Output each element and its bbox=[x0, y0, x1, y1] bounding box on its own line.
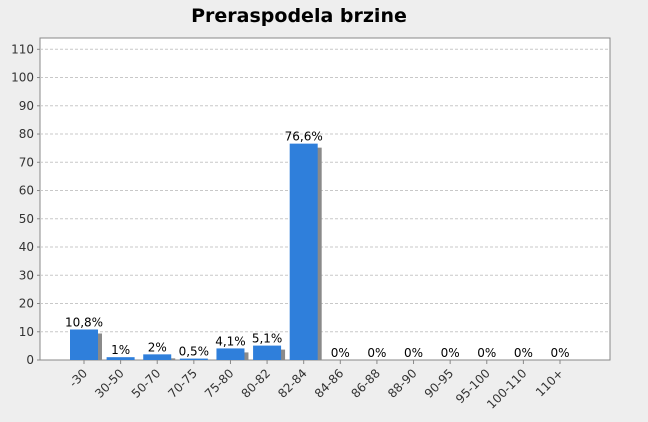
x-tick-label: 110+ bbox=[533, 366, 566, 399]
value-label: 0% bbox=[367, 346, 386, 360]
bar bbox=[143, 354, 172, 360]
x-tick-label: 100-110 bbox=[484, 366, 529, 411]
y-tick-label: 30 bbox=[19, 268, 34, 282]
y-tick-label: 100 bbox=[11, 71, 34, 85]
x-tick-label: 75-80 bbox=[202, 366, 237, 401]
value-label: 0,5% bbox=[179, 345, 210, 359]
x-tick-label: 70-75 bbox=[165, 366, 200, 401]
bar bbox=[216, 348, 245, 360]
value-label: 4,1% bbox=[215, 334, 246, 348]
y-tick-label: 20 bbox=[19, 297, 34, 311]
value-label: 76,6% bbox=[285, 130, 323, 144]
bar bbox=[179, 358, 208, 360]
value-label: 0% bbox=[550, 346, 569, 360]
x-tick-label: 88-90 bbox=[385, 366, 420, 401]
y-tick-label: 40 bbox=[19, 240, 34, 254]
y-tick-label: 60 bbox=[19, 184, 34, 198]
x-tick-label: -30 bbox=[66, 366, 90, 390]
value-label: 0% bbox=[404, 346, 423, 360]
bar bbox=[106, 357, 135, 360]
x-tick-label: 80-82 bbox=[239, 366, 274, 401]
y-tick-label: 10 bbox=[19, 325, 34, 339]
value-label: 10,8% bbox=[65, 315, 103, 329]
bar bbox=[70, 329, 98, 360]
plot-area bbox=[39, 37, 611, 361]
x-tick-label: 82-84 bbox=[275, 366, 310, 401]
value-label: 0% bbox=[477, 346, 496, 360]
value-label: 1% bbox=[111, 343, 130, 357]
value-label: 5,1% bbox=[252, 332, 283, 346]
value-label: 0% bbox=[514, 346, 533, 360]
value-label: 0% bbox=[331, 346, 350, 360]
chart-title: Preraspodela brzine bbox=[191, 5, 407, 27]
x-tick-label: 50-70 bbox=[129, 366, 164, 401]
y-tick-label: 50 bbox=[19, 212, 34, 226]
y-tick-label: 90 bbox=[19, 99, 34, 113]
x-tick-label: 30-50 bbox=[92, 366, 127, 401]
value-label: 0% bbox=[441, 346, 460, 360]
y-tick-label: 70 bbox=[19, 155, 34, 169]
x-tick-label: 86-88 bbox=[348, 366, 383, 401]
y-tick-label: 110 bbox=[11, 42, 34, 56]
x-tick-label: 84-86 bbox=[312, 366, 347, 401]
x-tick-label: 90-95 bbox=[422, 366, 457, 401]
y-tick-label: 80 bbox=[19, 127, 34, 141]
bar bbox=[289, 143, 318, 360]
y-tick-label: 0 bbox=[26, 353, 34, 367]
bar bbox=[253, 345, 282, 360]
value-label: 2% bbox=[148, 340, 167, 354]
